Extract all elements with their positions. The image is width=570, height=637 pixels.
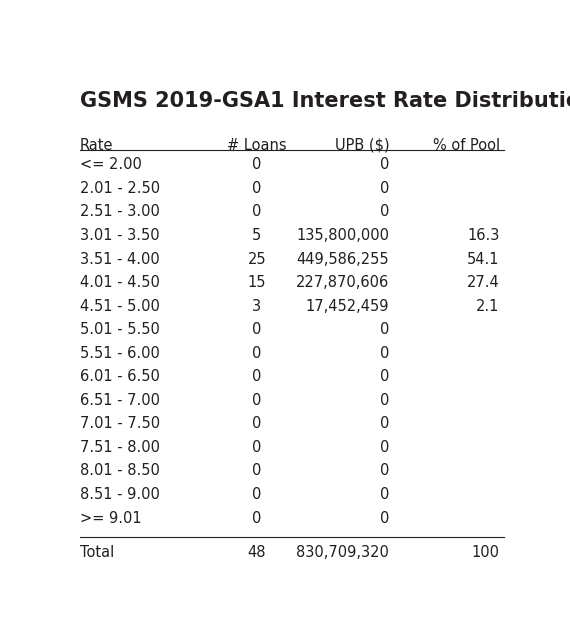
Text: 830,709,320: 830,709,320 xyxy=(296,545,389,561)
Text: 0: 0 xyxy=(252,181,262,196)
Text: 0: 0 xyxy=(380,440,389,455)
Text: 2.1: 2.1 xyxy=(477,299,500,313)
Text: 16.3: 16.3 xyxy=(467,228,500,243)
Text: 5.51 - 6.00: 5.51 - 6.00 xyxy=(80,346,160,361)
Text: 27.4: 27.4 xyxy=(467,275,500,290)
Text: 7.01 - 7.50: 7.01 - 7.50 xyxy=(80,417,160,431)
Text: 2.51 - 3.00: 2.51 - 3.00 xyxy=(80,204,160,220)
Text: 2.01 - 2.50: 2.01 - 2.50 xyxy=(80,181,160,196)
Text: 15: 15 xyxy=(247,275,266,290)
Text: Rate: Rate xyxy=(80,138,113,153)
Text: >= 9.01: >= 9.01 xyxy=(80,510,142,526)
Text: 0: 0 xyxy=(380,417,389,431)
Text: 25: 25 xyxy=(247,252,266,266)
Text: 8.01 - 8.50: 8.01 - 8.50 xyxy=(80,464,160,478)
Text: # Loans: # Loans xyxy=(227,138,287,153)
Text: 0: 0 xyxy=(380,510,389,526)
Text: 449,586,255: 449,586,255 xyxy=(296,252,389,266)
Text: 0: 0 xyxy=(252,369,262,384)
Text: 0: 0 xyxy=(380,393,389,408)
Text: 0: 0 xyxy=(252,487,262,502)
Text: 0: 0 xyxy=(252,157,262,173)
Text: 0: 0 xyxy=(252,464,262,478)
Text: 0: 0 xyxy=(252,204,262,220)
Text: 5: 5 xyxy=(252,228,262,243)
Text: 5.01 - 5.50: 5.01 - 5.50 xyxy=(80,322,160,337)
Text: 227,870,606: 227,870,606 xyxy=(296,275,389,290)
Text: GSMS 2019-GSA1 Interest Rate Distribution: GSMS 2019-GSA1 Interest Rate Distributio… xyxy=(80,91,570,111)
Text: 4.01 - 4.50: 4.01 - 4.50 xyxy=(80,275,160,290)
Text: 8.51 - 9.00: 8.51 - 9.00 xyxy=(80,487,160,502)
Text: Total: Total xyxy=(80,545,115,561)
Text: 6.01 - 6.50: 6.01 - 6.50 xyxy=(80,369,160,384)
Text: 135,800,000: 135,800,000 xyxy=(296,228,389,243)
Text: 0: 0 xyxy=(380,204,389,220)
Text: 7.51 - 8.00: 7.51 - 8.00 xyxy=(80,440,160,455)
Text: 0: 0 xyxy=(252,510,262,526)
Text: UPB ($): UPB ($) xyxy=(335,138,389,153)
Text: 3.51 - 4.00: 3.51 - 4.00 xyxy=(80,252,160,266)
Text: 6.51 - 7.00: 6.51 - 7.00 xyxy=(80,393,160,408)
Text: 3.01 - 3.50: 3.01 - 3.50 xyxy=(80,228,160,243)
Text: 0: 0 xyxy=(380,369,389,384)
Text: 0: 0 xyxy=(252,322,262,337)
Text: <= 2.00: <= 2.00 xyxy=(80,157,142,173)
Text: 17,452,459: 17,452,459 xyxy=(306,299,389,313)
Text: 0: 0 xyxy=(252,440,262,455)
Text: 4.51 - 5.00: 4.51 - 5.00 xyxy=(80,299,160,313)
Text: 100: 100 xyxy=(472,545,500,561)
Text: % of Pool: % of Pool xyxy=(433,138,500,153)
Text: 0: 0 xyxy=(380,181,389,196)
Text: 0: 0 xyxy=(380,322,389,337)
Text: 0: 0 xyxy=(380,346,389,361)
Text: 0: 0 xyxy=(380,464,389,478)
Text: 3: 3 xyxy=(252,299,262,313)
Text: 0: 0 xyxy=(252,417,262,431)
Text: 0: 0 xyxy=(380,487,389,502)
Text: 0: 0 xyxy=(252,393,262,408)
Text: 54.1: 54.1 xyxy=(467,252,500,266)
Text: 0: 0 xyxy=(380,157,389,173)
Text: 48: 48 xyxy=(247,545,266,561)
Text: 0: 0 xyxy=(252,346,262,361)
